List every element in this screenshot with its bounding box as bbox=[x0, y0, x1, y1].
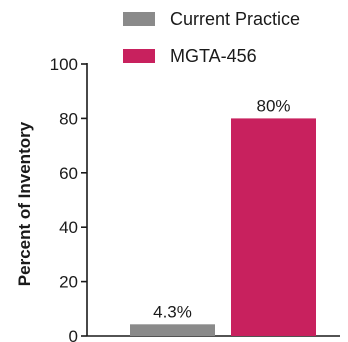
y-tick-label: 100 bbox=[50, 55, 78, 74]
legend: Current Practice MGTA-456 bbox=[123, 9, 300, 66]
y-tick-label: 60 bbox=[59, 164, 78, 183]
legend-swatch-1 bbox=[123, 12, 155, 26]
axes: 0 20 40 60 80 100 bbox=[50, 55, 340, 342]
y-tick-label: 0 bbox=[69, 327, 78, 342]
y-tick-label: 40 bbox=[59, 218, 78, 237]
legend-swatch-2 bbox=[123, 49, 155, 63]
y-axis-title: Percent of Inventory bbox=[15, 121, 34, 286]
data-labels: 4.3% 80% bbox=[153, 96, 290, 321]
bar-2 bbox=[231, 118, 316, 337]
data-label-1: 4.3% bbox=[153, 302, 192, 321]
y-tick-label: 20 bbox=[59, 273, 78, 292]
y-tick-label: 80 bbox=[59, 109, 78, 128]
bar-1 bbox=[130, 324, 215, 336]
legend-label-1: Current Practice bbox=[170, 9, 300, 29]
legend-label-2: MGTA-456 bbox=[170, 46, 257, 66]
data-label-2: 80% bbox=[256, 96, 290, 115]
bars bbox=[130, 118, 316, 337]
